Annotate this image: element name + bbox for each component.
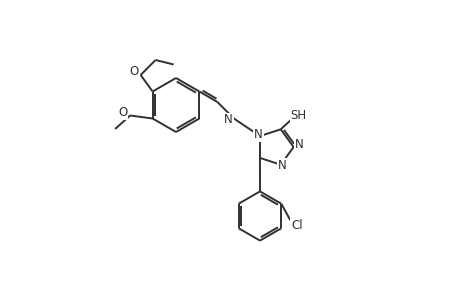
Text: O: O (129, 65, 138, 78)
Text: SH: SH (290, 109, 306, 122)
Text: N: N (253, 128, 262, 141)
Text: N: N (294, 138, 303, 151)
Text: N: N (278, 159, 286, 172)
Text: O: O (118, 106, 127, 119)
Text: Cl: Cl (291, 219, 302, 232)
Text: N: N (224, 113, 232, 127)
